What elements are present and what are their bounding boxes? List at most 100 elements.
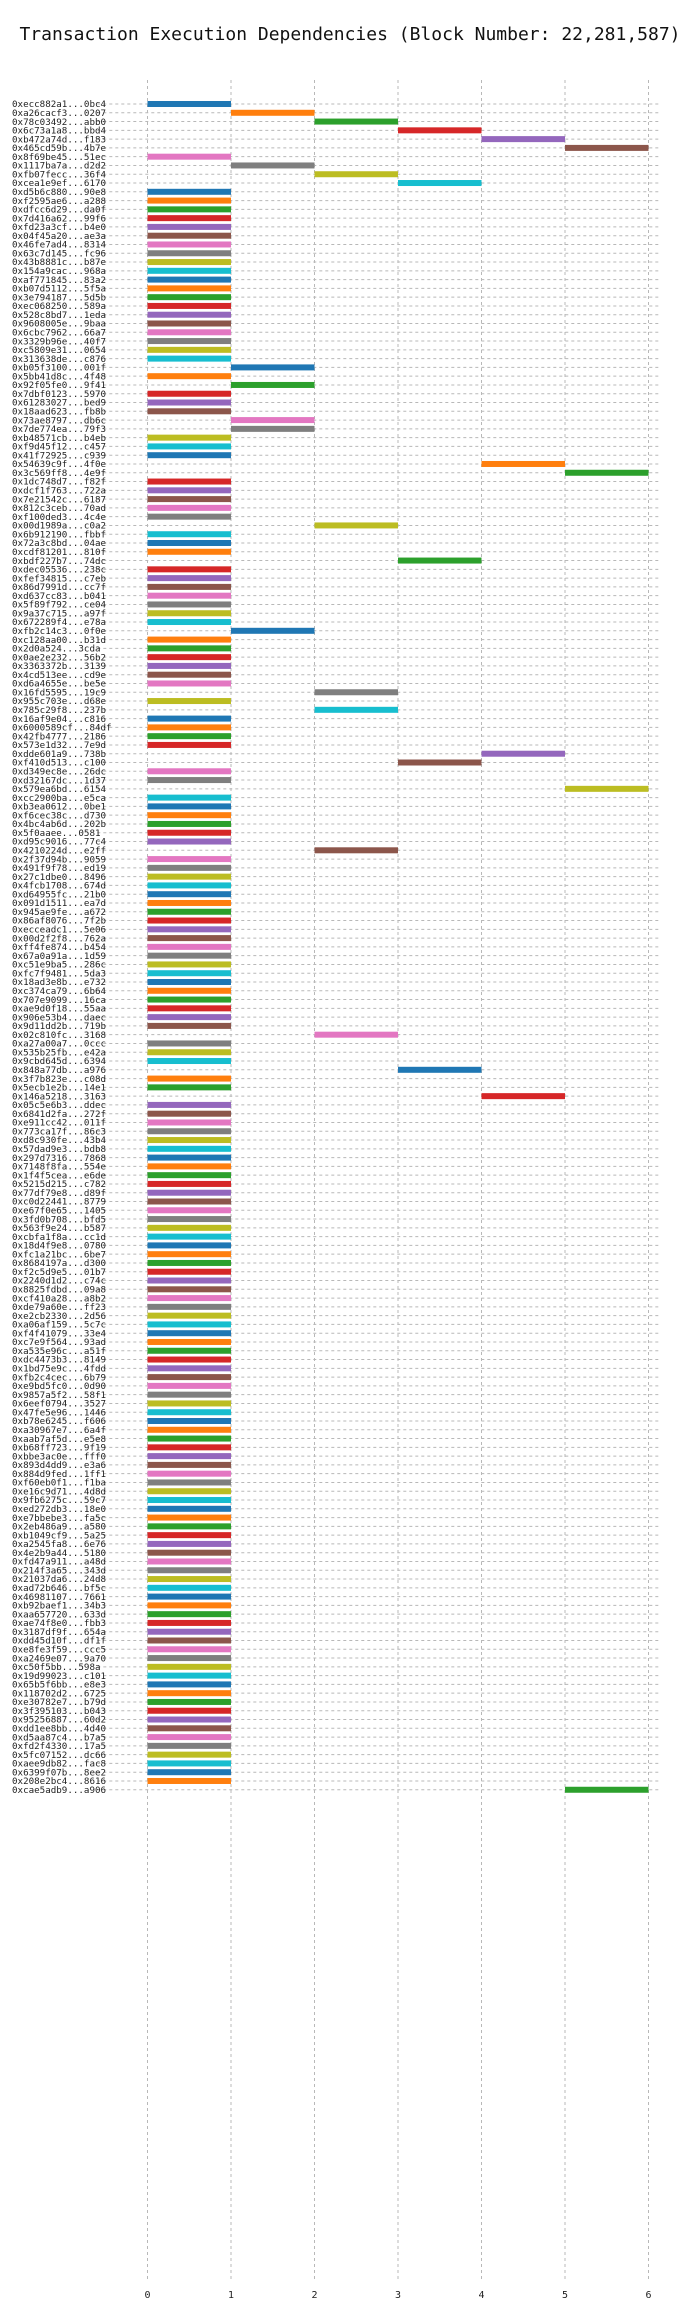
y-tick-label: 0x9857a5f2...58f1 [12,1390,106,1401]
transaction-bar [147,671,231,678]
transaction-bar [147,724,231,731]
y-tick-label: 0xe911cc42...011f [12,1118,106,1129]
y-tick-label: 0xd637cc83...b041 [12,591,106,602]
y-tick-label: 0x773ca17f...86c3 [12,1126,106,1137]
transaction-bar [147,1637,231,1644]
y-tick-label: 0x16af9e04...c816 [12,714,106,725]
transaction-bar [147,1663,231,1670]
transaction-bar [147,373,231,380]
transaction-bar [565,1786,649,1793]
transaction-bar [147,1593,231,1600]
transaction-bar [147,1461,231,1468]
transaction-bar [147,987,231,994]
y-tick-label: 0xf9d45f12...c457 [12,442,106,453]
y-tick-label: 0x893d4dd9...e3a6 [12,1460,106,1471]
transaction-bar [147,1303,231,1310]
y-tick-label: 0x42fb4777...2186 [12,731,106,742]
transaction-bar [231,627,315,634]
transaction-bar [147,408,231,415]
y-tick-label: 0xa27a00a7...0ccc [12,1039,106,1050]
transaction-bar [147,1224,231,1231]
transaction-bar [147,777,231,784]
y-tick-label: 0xae74f8e0...fbb3 [12,1618,106,1629]
transaction-bar [147,478,231,485]
transaction-bar [147,452,231,459]
y-tick-label: 0xcf410a28...a8b2 [12,1293,106,1304]
y-tick-label: 0xf60eb0f1...f1ba [12,1478,106,1489]
transaction-bar [147,250,231,257]
y-tick-label: 0xcea1e9ef...6170 [12,178,106,189]
transaction-bar [147,276,231,283]
y-tick-label: 0xb78e6245...f606 [12,1416,106,1427]
y-tick-label: 0x5f89f792...ce04 [12,600,107,611]
transaction-bar [565,785,649,792]
y-tick-label: 0x00d2f2f8...762a [12,933,106,944]
y-tick-label: 0x154a9cac...968a [12,266,106,277]
y-tick-label: 0x92f05fe0...9f41 [12,380,106,391]
x-tick-label: 1 [228,2290,234,2301]
y-tick-label: 0xaee9db82...fac8 [12,1759,106,1770]
transaction-bar [147,583,231,590]
y-tick-label: 0x0ae2e232...56b2 [12,652,106,663]
y-tick-label: 0x1117ba7a...d2d2 [12,161,106,172]
transaction-bar [147,1110,231,1117]
transaction-bar [147,856,231,863]
transaction-bar [147,680,231,687]
transaction-bar [147,1259,231,1266]
transaction-bar [147,935,231,942]
y-tick-label: 0x9fb6275c...59c7 [12,1495,106,1506]
y-tick-label: 0x214f3a65...343d [12,1565,106,1576]
y-tick-label: 0x5bb41d8c...4f48 [12,371,106,382]
transaction-bar [398,557,482,564]
y-tick-label: 0xc128aa00...b31d [12,635,106,646]
y-tick-label: 0x812c3ceb...70ad [12,503,106,514]
transaction-bar [147,294,231,301]
transaction-bar [147,1347,231,1354]
x-tick-label: 6 [645,2290,651,2301]
y-tick-label: 0xb92baef1...34b3 [12,1601,106,1612]
transaction-bar [147,1690,231,1697]
y-tick-label: 0xec068250...589a [12,301,106,312]
y-tick-label: 0xdfcc6d29...da0f [12,205,106,216]
transaction-bar [147,267,231,274]
y-tick-label: 0x9a37c715...a97f [12,608,106,619]
transaction-bar [147,1742,231,1749]
transaction-bar [147,882,231,889]
transaction-bar [147,1382,231,1389]
y-tick-label: 0x4bc4ab6d...202b [12,819,106,830]
transaction-bar [147,1497,231,1504]
transaction-bar [147,566,231,573]
y-tick-label: 0x4e2b9a44...5180 [12,1548,106,1559]
transaction-bar [147,346,231,353]
y-tick-label: 0xfc7f9481...5da3 [12,968,106,979]
transaction-bar [398,127,482,134]
y-tick-label: 0xff4fe874...b454 [12,942,107,953]
transaction-bar [147,891,231,898]
transaction-bar [147,1119,231,1126]
x-tick-label: 0 [144,2290,150,2301]
transaction-bar [147,1734,231,1741]
y-tick-label: 0x945ae9fe...a672 [12,907,106,918]
transaction-bar [147,1584,231,1591]
transaction-bar [147,1189,231,1196]
y-tick-label: 0x8684197a...d300 [12,1258,106,1269]
y-tick-label: 0xc7e9f564...93ad [12,1337,106,1348]
y-tick-label: 0xc50f5bb...598a [12,1662,101,1673]
transaction-bar [147,1049,231,1056]
y-tick-label: 0xb1049cf9...5a25 [12,1530,106,1541]
y-tick-label: 0xdd45d10f...df1f [12,1636,106,1647]
y-tick-label: 0x6c73a1a8...bbd4 [12,126,107,137]
transaction-bar [147,1163,231,1170]
y-tick-label: 0xf410d513...c100 [12,758,106,769]
y-tick-label: 0xc5809e31...0654 [12,345,107,356]
y-tick-label: 0x3329b96e...40f7 [12,336,106,347]
y-tick-label: 0xe9bd5fc0...0d90 [12,1381,106,1392]
transaction-bar [147,1540,231,1547]
y-tick-label: 0xc0d22441...8779 [12,1197,106,1208]
y-tick-label: 0x6000589cf...84df [12,723,112,734]
transaction-bar [147,1435,231,1442]
y-tick-label: 0x4fcb1708...674d [12,881,106,892]
transaction-bar [147,1075,231,1082]
transaction-bar [147,741,231,748]
y-tick-label: 0x785c29f8...237b [12,705,106,716]
